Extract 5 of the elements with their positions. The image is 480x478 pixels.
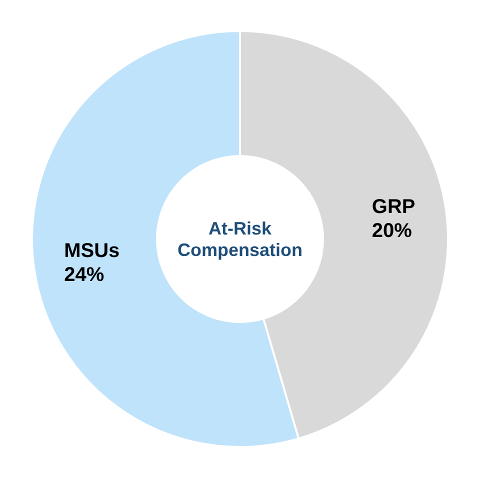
data-label: 24% [64,264,104,286]
slice-label: GRP [372,196,416,218]
data-label: 20% [372,220,412,242]
text: At-Risk Compensation [177,218,303,260]
slice-label: MSUs [64,240,120,262]
